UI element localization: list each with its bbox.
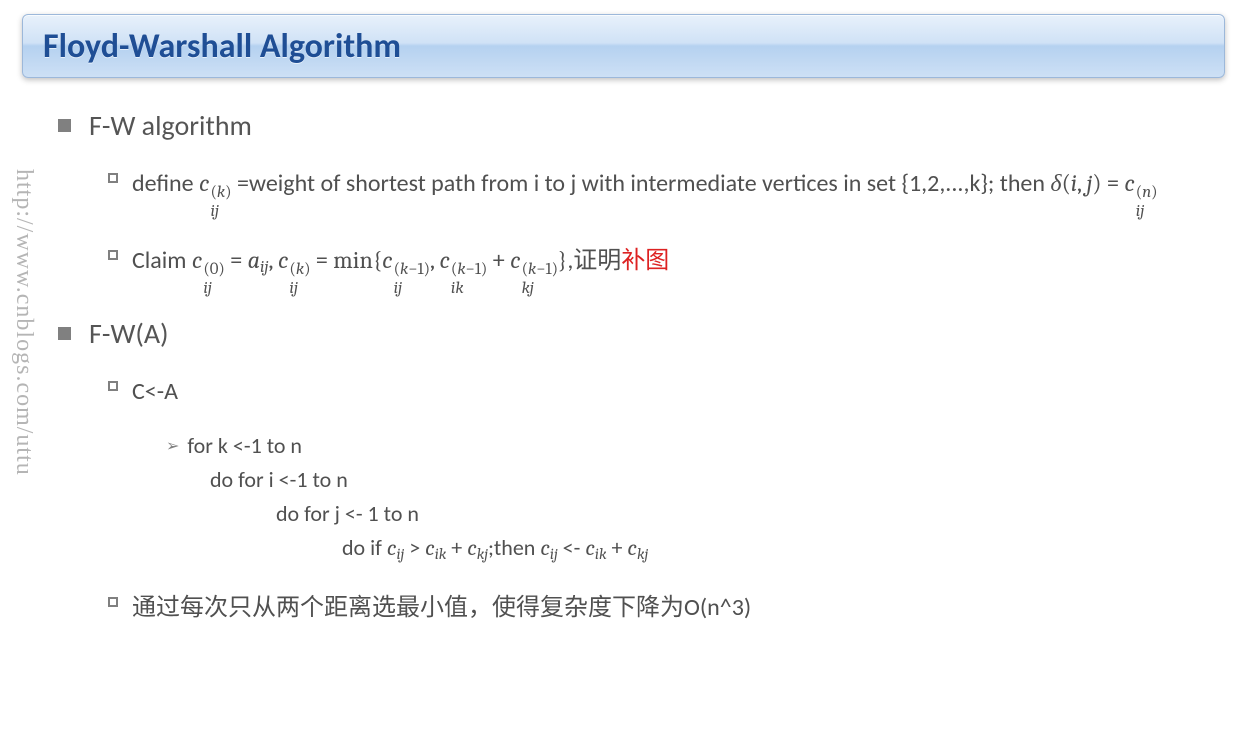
heading-text: F-W(A) (89, 316, 169, 351)
hollow-square-icon (108, 597, 118, 607)
bullet-define: define c(k)ij =weight of shortest path f… (108, 161, 1197, 220)
code-line-2: do for i <-1 to n (210, 463, 1197, 497)
heading-text: F-W algorithm (89, 108, 252, 143)
square-bullet-icon (58, 327, 71, 340)
bullet-complexity: 通过每次只从两个距离选最小值，使得复杂度下降为O(n^3) (108, 585, 1197, 631)
slide-content: F-W algorithm define c(k)ij =weight of s… (0, 78, 1247, 630)
bullet-define-body: define c(k)ij =weight of shortest path f… (132, 161, 1197, 220)
slide-title: Floyd-Warshall Algorithm (43, 26, 401, 67)
heading-fw-algorithm: F-W algorithm (58, 108, 1197, 143)
slide-title-bar: Floyd-Warshall Algorithm (22, 14, 1225, 78)
bullet-claim-body: Claim c(0)ij = aij, c(k)ij = min{c(k−1)i… (132, 238, 1197, 297)
bullet-text: C<-A (132, 369, 1197, 415)
bullet-text: 通过每次只从两个距离选最小值，使得复杂度下降为O(n^3) (132, 585, 1197, 631)
text-claim-tail: ,证明 (567, 246, 621, 275)
bullet-c-assign-a: C<-A (108, 369, 1197, 415)
text-define-prefix: define (132, 169, 199, 198)
code-line-1: ➢for k <-1 to n (166, 429, 1197, 463)
watermark-url: http://www.cnblogs.com/uttu (10, 169, 37, 476)
hollow-square-icon (108, 250, 118, 260)
text-claim-prefix: Claim (132, 246, 192, 275)
heading-fw-a: F-W(A) (58, 316, 1197, 351)
hollow-square-icon (108, 173, 118, 183)
hollow-square-icon (108, 381, 118, 391)
code-line-3: do for j <- 1 to n (276, 497, 1197, 531)
code-line-4: do if cij > cik + ckj;then cij <- cik + … (342, 531, 1197, 567)
pseudocode-block: ➢for k <-1 to n do for i <-1 to n do for… (166, 429, 1197, 567)
text-define-mid: =weight of shortest path from i to j wit… (237, 169, 1050, 198)
chevron-right-icon: ➢ (166, 435, 179, 460)
text-claim-red: 补图 (621, 246, 669, 275)
square-bullet-icon (58, 119, 71, 132)
bullet-claim: Claim c(0)ij = aij, c(k)ij = min{c(k−1)i… (108, 238, 1197, 297)
